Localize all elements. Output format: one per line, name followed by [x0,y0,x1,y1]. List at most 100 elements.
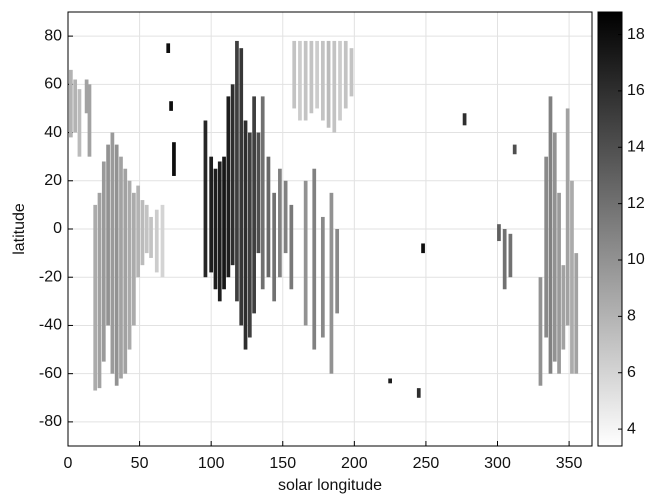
data-strip [123,168,128,374]
data-strip [230,84,235,266]
data-strip [77,89,82,157]
y-tick-label: -60 [39,365,62,382]
y-axis-label: latitude [11,203,28,255]
data-strip [338,40,342,121]
data-strip [283,180,288,254]
colorbar-tick-label: 8 [627,308,636,325]
x-axis-label: solar longitude [278,477,382,494]
x-tick-label: 0 [64,455,73,472]
data-strip [87,84,92,157]
data-strip [538,277,543,386]
colorbar-tick-label: 12 [627,195,645,212]
data-strip [256,132,261,254]
data-strip [119,156,123,379]
x-tick-label: 300 [484,455,511,472]
data-strip [136,185,141,278]
data-strip [289,204,294,290]
colorbar-tick-label: 14 [627,138,645,155]
data-strip [73,79,78,133]
data-strip [298,40,302,121]
data-strip [266,156,271,278]
y-tick-label: 20 [44,172,62,189]
data-strip [329,192,334,374]
data-strip [292,40,297,109]
data-strip [508,233,513,278]
data-strip [213,168,218,290]
data-strip [278,168,282,278]
data-strip [561,265,566,350]
y-tick-label: -80 [39,413,62,430]
data-strip [512,144,517,155]
data-strip [169,101,173,111]
x-tick-label: 200 [341,455,368,472]
data-strip [303,40,308,121]
data-strip [544,156,549,338]
data-strip [84,79,89,114]
data-strip [309,40,314,114]
colorbar-tick-label: 16 [627,82,645,99]
colorbar-tick-label: 18 [627,26,645,43]
data-strip [320,216,325,338]
colorbar-tick-label: 4 [627,420,636,437]
data-strip [570,180,574,374]
data-strip [149,216,153,258]
data-strip [101,161,106,362]
data-strip [140,200,145,266]
x-tick-label: 150 [269,455,296,472]
data-strip [574,253,579,374]
data-strip [332,40,337,133]
data-strip [416,388,421,398]
x-tick-label: 100 [198,455,225,472]
data-strip [127,180,132,350]
data-strip [421,243,425,254]
data-strip [502,229,507,290]
data-strip [144,204,149,254]
data-strip [557,192,561,374]
data-strip [203,120,208,278]
data-strip [110,132,115,374]
data-strip [343,40,348,109]
y-tick-label: 60 [44,76,62,93]
data-strip [160,204,165,278]
x-tick-label: 50 [131,455,149,472]
data-strip [97,192,102,389]
data-strip [303,180,308,326]
data-strip [217,161,222,302]
x-tick-label: 350 [556,455,583,472]
data-strip [154,209,159,273]
y-tick-label: 40 [44,124,62,141]
data-strip [235,40,239,302]
y-tick-label: -20 [39,268,62,285]
data-strip [226,96,231,278]
data-strip [166,43,171,53]
data-strip [552,132,557,362]
y-tick-label: 0 [53,220,62,237]
data-strip [565,108,570,326]
data-strip [548,96,553,374]
data-strip [312,168,317,350]
data-strip [320,40,325,121]
data-strip [93,204,98,391]
data-strip [131,192,136,326]
y-tick-label: -40 [39,317,62,334]
data-strip [272,192,277,302]
data-strip [247,132,252,338]
data-strip [315,40,319,109]
y-tick-label: 80 [44,27,62,44]
x-tick-label: 250 [413,455,440,472]
plot-frame [67,11,593,447]
colorbar [597,11,623,447]
colorbar-tick-label: 10 [627,251,645,268]
data-strip [388,378,392,384]
data-strip [260,96,265,290]
data-strip [172,142,176,176]
data-strip [209,156,214,273]
data-strip [326,40,331,128]
data-strip [243,120,248,350]
data-strip [497,224,501,242]
data-strip [335,229,340,314]
data-strip [106,144,110,326]
data-strip [114,144,119,386]
